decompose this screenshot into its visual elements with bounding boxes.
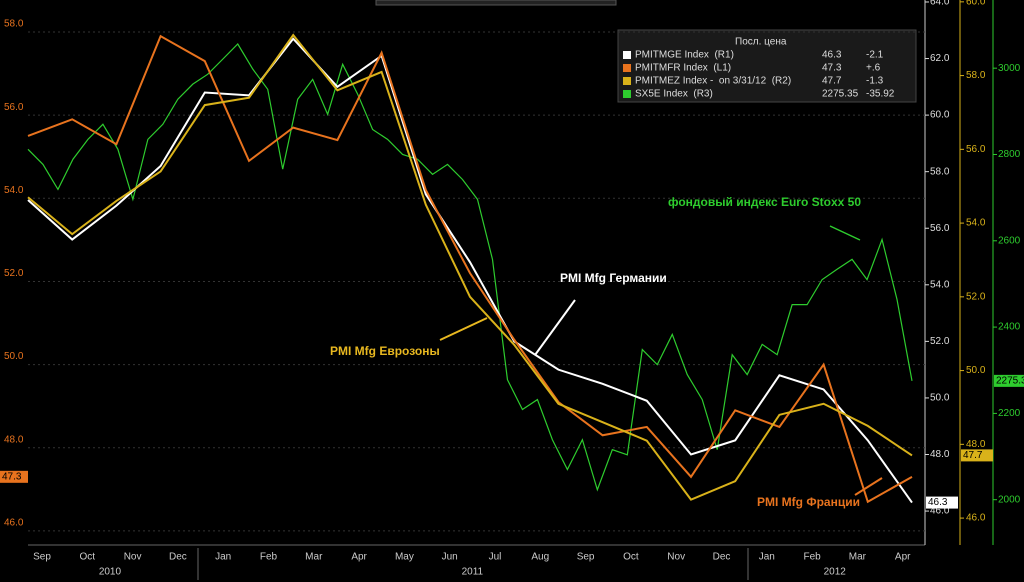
x-tick-label: May [395,552,414,563]
legend-last: 46.3 [822,50,842,61]
legend-last: 47.7 [822,76,842,87]
y-tick-label: 56.0 [930,223,950,234]
annotation-pointer [854,477,883,496]
legend-label: PMITMGE Index (R1) [635,50,734,61]
y-tick-label: 60.0 [930,110,950,121]
x-tick-label: Oct [80,552,96,563]
y-tick-label: 2800 [998,149,1021,160]
legend-last: 2275.35 [822,89,859,100]
top-box [375,0,617,6]
y-tick-label: 52.0 [966,291,986,302]
series-line [27,34,913,504]
x-tick-label: Sep [577,552,595,563]
last-value-label: 46.3 [928,497,948,508]
y-tick-label: 2400 [998,322,1021,333]
y-tick-label: 64.0 [930,0,950,8]
y-tick-label: 2600 [998,235,1021,246]
y-tick-label: 54.0 [4,185,24,196]
x-group-label: 2012 [824,567,847,578]
y-tick-label: 2200 [998,408,1021,419]
x-group-label: 2010 [99,567,122,578]
legend-change: +.6 [866,63,881,74]
series-line [27,33,913,501]
annotation-pointer [829,225,861,241]
y-tick-label: 46.0 [4,518,24,529]
x-tick-label: Mar [849,552,867,563]
y-tick-label: 46.0 [966,513,986,524]
y-tick-label: 2000 [998,494,1021,505]
last-value-box [961,449,993,462]
x-group-label: 2011 [462,567,484,578]
y-tick-label: 50.0 [966,365,986,376]
x-tick-label: Oct [623,552,639,563]
x-tick-label: Aug [531,552,549,563]
y-tick-label: 50.0 [930,393,950,404]
x-tick-label: Jul [489,552,502,563]
y-tick-label: 58.0 [4,19,24,30]
y-tick-label: 56.0 [966,144,986,155]
legend-swatch [623,64,631,72]
legend-swatch [623,51,631,59]
y-tick-label: 54.0 [966,218,986,229]
x-tick-label: Jun [442,552,458,563]
series-line [27,43,913,492]
y-tick-label: 52.0 [930,336,950,347]
legend-label: SX5E Index (R3) [635,89,713,100]
y-tick-label: 54.0 [930,279,950,290]
last-value-label: 2275.3 [996,376,1024,387]
y-tick-label: 56.0 [4,102,24,113]
x-tick-label: Feb [260,552,278,563]
y-tick-label: 50.0 [4,351,24,362]
legend-swatch [623,90,631,98]
last-value-box [0,470,28,483]
last-value-label: 47.3 [2,471,22,482]
last-value-label: 47.7 [963,450,983,461]
x-tick-label: Dec [169,552,187,563]
y-tick-label: 48.0 [966,439,986,450]
y-tick-label: 48.0 [4,434,24,445]
annotation: PMI Mfg Франции [757,495,860,509]
legend-label: PMITMEZ Index - on 3/31/12 (R2) [635,76,791,87]
legend-swatch [623,77,631,85]
legend-change: -35.92 [866,89,895,100]
legend-last: 47.3 [822,63,842,74]
legend-label: PMITMFR Index (L1) [635,63,731,74]
last-value-box [926,496,958,509]
x-tick-label: Jan [215,552,231,563]
legend-header: Посл. цена [735,37,787,48]
annotation-pointer [534,299,576,356]
last-value-box [994,374,1024,387]
annotation: PMI Mfg Еврозоны [330,344,440,358]
annotation: фондовый индекс Euro Stoxx 50 [668,195,861,209]
y-tick-label: 58.0 [966,70,986,81]
x-tick-label: Mar [305,552,323,563]
annotation: PMI Mfg Германии [560,271,667,285]
series-line [27,37,913,504]
annotation-pointer [439,317,488,341]
y-tick-label: 48.0 [930,449,950,460]
legend-change: -1.3 [866,76,884,87]
legend-change: -2.1 [866,50,884,61]
x-tick-label: Nov [124,552,142,563]
y-tick-label: 46.0 [930,506,950,517]
x-tick-label: Sep [33,552,51,563]
x-tick-label: Feb [803,552,821,563]
y-tick-label: 62.0 [930,53,950,64]
x-tick-label: Apr [351,552,367,563]
legend-box [617,29,917,103]
x-tick-label: Apr [895,552,911,563]
y-tick-label: 3000 [998,63,1021,74]
x-tick-label: Jan [759,552,775,563]
y-tick-label: 60.0 [966,0,986,7]
y-tick-label: 52.0 [4,268,24,279]
x-tick-label: Nov [667,552,685,563]
y-tick-label: 58.0 [930,166,950,177]
x-tick-label: Dec [713,552,731,563]
